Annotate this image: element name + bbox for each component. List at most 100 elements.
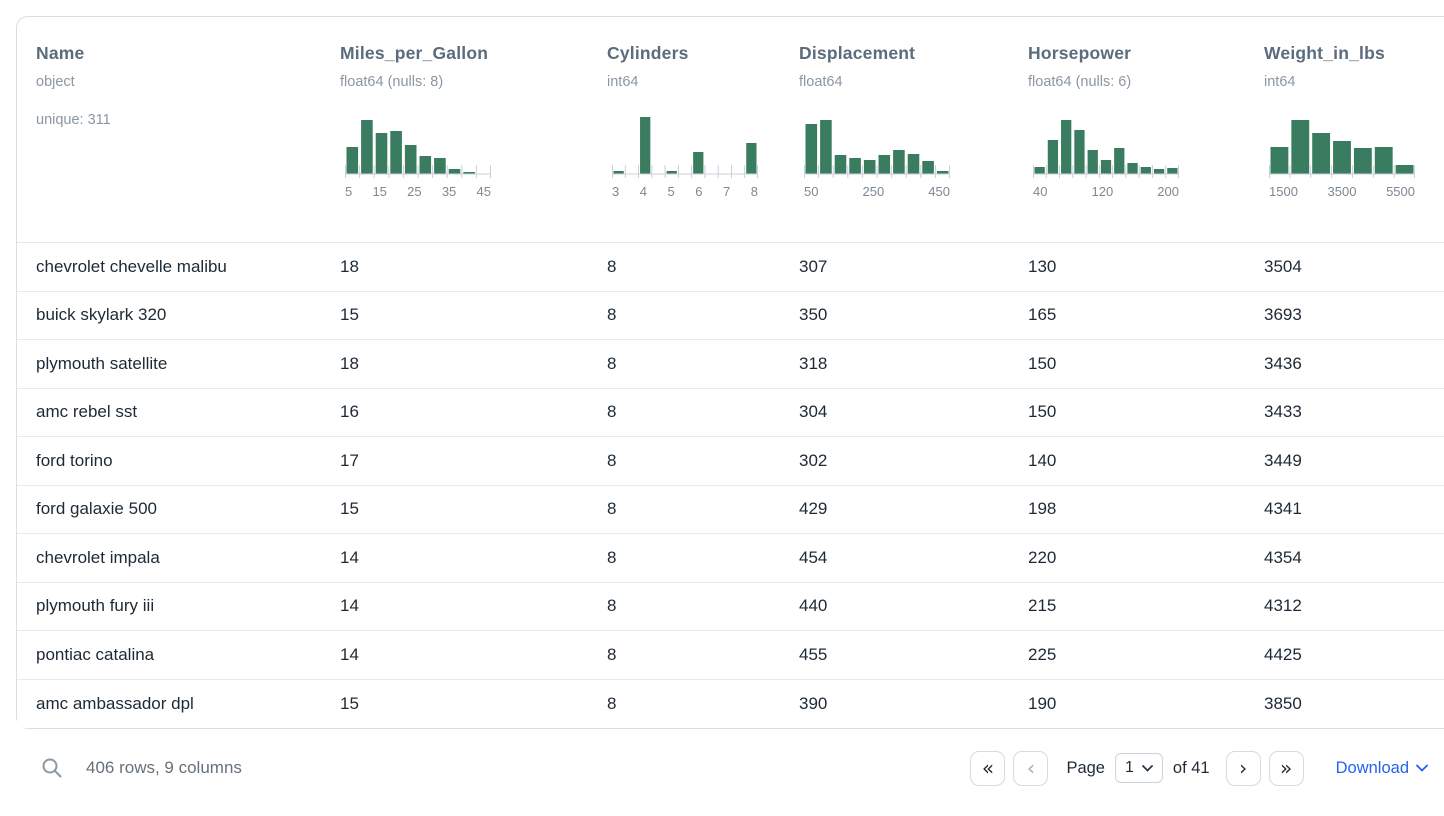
page-total-label: of 41 — [1172, 758, 1210, 777]
column-header-horsepower[interactable]: Horsepower float64 (nulls: 6) 40 120 200 — [1009, 43, 1245, 242]
table-cell: 3504 — [1264, 256, 1302, 276]
first-page-button[interactable]: « — [970, 750, 1006, 786]
column-header-weight_in_lbs[interactable]: Weight_in_lbs int64 1500 3500 5500 — [1245, 43, 1444, 242]
table-row[interactable]: buick skylark 320 15 8 350 165 3693 — [17, 291, 1444, 340]
table-cell: 8 — [607, 596, 617, 616]
column-unique-count: unique: 311 — [36, 112, 111, 128]
axis-tick-label: 3500 — [1327, 184, 1357, 199]
download-label: Download — [1335, 758, 1409, 777]
axis-tick-label: 120 — [1091, 184, 1114, 199]
column-type: int64 — [607, 74, 639, 90]
axis-tick-label: 250 — [862, 184, 885, 199]
page-select[interactable]: 1 — [1115, 753, 1163, 783]
search-icon[interactable] — [40, 756, 64, 780]
table-cell: 16 — [340, 402, 359, 422]
table-cell: amc ambassador dpl — [36, 693, 194, 713]
download-button[interactable]: Download — [1336, 759, 1428, 778]
next-page-button[interactable]: › — [1225, 750, 1261, 786]
page-select-value: 1 — [1125, 759, 1134, 776]
last-page-button[interactable]: » — [1268, 750, 1304, 786]
column-header-miles_per_gallon[interactable]: Miles_per_Gallon float64 (nulls: 8) 5 15 25 3… — [321, 43, 588, 242]
table-row[interactable]: plymouth fury iii 14 8 440 215 4312 — [17, 582, 1444, 631]
histogram-axis-labels: 40 120 200 — [1033, 184, 1179, 199]
table-row[interactable]: ford galaxie 500 15 8 429 198 4341 — [17, 485, 1444, 534]
table-cell: plymouth fury iii — [36, 596, 155, 616]
column-header-cylinders[interactable]: Cylinders int64 3 4 5 6 7 8 — [588, 43, 780, 242]
table-body: chevrolet chevelle malibu 18 8 307 130 3504 bu… — [17, 243, 1444, 728]
table-cell: 150 — [1028, 402, 1057, 422]
table-cell: 304 — [799, 402, 828, 422]
chevron-down-icon — [1142, 764, 1153, 772]
axis-tick-label: 450 — [928, 184, 950, 199]
column-type: float64 (nulls: 8) — [340, 74, 444, 90]
axis-tick-label: 200 — [1157, 184, 1179, 199]
table-row[interactable]: plymouth satellite 18 8 318 150 3436 — [17, 340, 1444, 389]
table-cell: 429 — [799, 499, 828, 519]
axis-tick-label: 4 — [639, 184, 647, 199]
column-header-displacement[interactable]: Displacement float64 50 250 450 — [780, 43, 1009, 242]
footer-right-group: « ‹ Page 1 of 41 › » Download — [970, 750, 1428, 786]
column-title: Name — [36, 43, 85, 63]
table-cell: 8 — [607, 450, 617, 470]
table-row[interactable]: chevrolet chevelle malibu 18 8 307 130 3504 — [17, 243, 1444, 292]
table-cell: 318 — [799, 353, 828, 373]
column-type: float64 — [799, 74, 843, 90]
table-cell: 3449 — [1264, 450, 1302, 470]
table-cell: chevrolet impala — [36, 547, 160, 567]
axis-tick-label: 5 — [667, 184, 675, 199]
axis-tick-label: 3 — [612, 184, 620, 199]
column-type: int64 — [1264, 74, 1296, 90]
axis-tick-label: 35 — [441, 184, 457, 199]
table-cell: 3693 — [1264, 305, 1302, 325]
table-cell: 140 — [1028, 450, 1057, 470]
table-footer: 406 rows, 9 columns « ‹ Page 1 of 41 › »… — [16, 742, 1428, 794]
table-row[interactable]: amc ambassador dpl 15 8 390 190 3850 — [17, 679, 1444, 728]
table-row[interactable]: pontiac catalina 14 8 455 225 4425 — [17, 631, 1444, 680]
table-cell: buick skylark 320 — [36, 305, 167, 325]
table-cell: 14 — [340, 596, 359, 616]
table-cell: 14 — [340, 644, 359, 664]
table-cell: 8 — [607, 693, 617, 713]
table-cell: 455 — [799, 644, 828, 664]
table-cell: 130 — [1028, 256, 1057, 276]
footer-left-group: 406 rows, 9 columns — [40, 756, 242, 780]
table-cell: 165 — [1028, 305, 1057, 325]
axis-tick-label: 15 — [372, 184, 387, 199]
table-row[interactable]: ford torino 17 8 302 140 3449 — [17, 437, 1444, 486]
axis-tick-label: 45 — [476, 184, 491, 199]
histogram-axis-labels: 1500 3500 5500 — [1269, 184, 1415, 199]
table-header-row: Name object unique: 311 Miles_per_Gallon flo… — [17, 17, 1444, 243]
table-cell: 8 — [607, 644, 617, 664]
prev-page-button[interactable]: ‹ — [1013, 750, 1049, 786]
table-cell: 18 — [340, 256, 359, 276]
table-cell: 8 — [607, 547, 617, 567]
table-cell: 350 — [799, 305, 828, 325]
row-count-summary: 406 rows, 9 columns — [86, 758, 242, 777]
column-header-name[interactable]: Name object unique: 311 — [17, 43, 321, 242]
table-cell: 3433 — [1264, 402, 1302, 422]
page-label: Page — [1066, 758, 1105, 777]
column-histogram — [804, 112, 1009, 180]
table-row[interactable]: chevrolet impala 14 8 454 220 4354 — [17, 534, 1444, 583]
table-cell: ford galaxie 500 — [36, 499, 157, 519]
table-cell: 15 — [340, 305, 359, 325]
table-cell: 302 — [799, 450, 828, 470]
table-cell: 190 — [1028, 693, 1057, 713]
column-title: Cylinders — [607, 43, 689, 63]
table-cell: 198 — [1028, 499, 1057, 519]
axis-tick-label: 50 — [804, 184, 819, 199]
table-cell: ford torino — [36, 450, 113, 470]
table-cell: 225 — [1028, 644, 1057, 664]
table-row[interactable]: amc rebel sst 16 8 304 150 3433 — [17, 388, 1444, 437]
column-title: Displacement — [799, 43, 916, 63]
table-cell: 17 — [340, 450, 359, 470]
table-cell: 14 — [340, 547, 359, 567]
histogram-axis-labels: 3 4 5 6 7 8 — [612, 184, 758, 199]
chevron-down-icon — [1416, 764, 1428, 772]
table-cell: 4354 — [1264, 547, 1302, 567]
table-cell: 215 — [1028, 596, 1057, 616]
table-cell: 150 — [1028, 353, 1057, 373]
table-cell: 3850 — [1264, 693, 1302, 713]
table-cell: 8 — [607, 256, 617, 276]
axis-tick-label: 5500 — [1386, 184, 1415, 199]
